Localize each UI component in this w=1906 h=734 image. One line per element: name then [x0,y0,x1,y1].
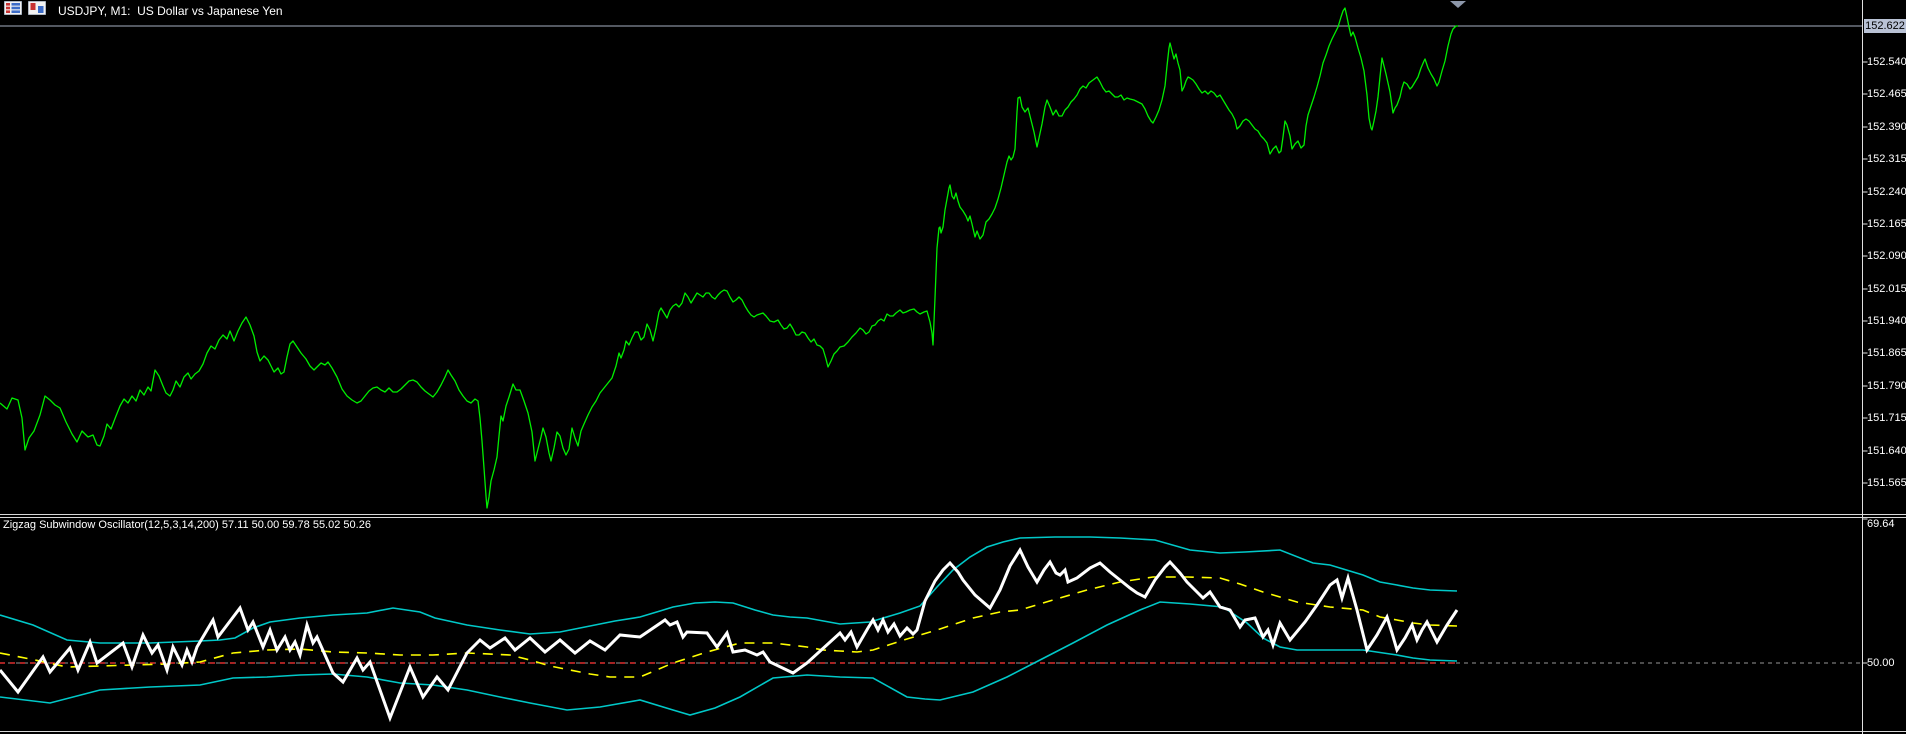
price-tick-label: 151.715 [1867,412,1906,424]
price-tick-label: 152.015 [1867,283,1906,295]
price-axis-strip[interactable]: 152.540 152.465 152.390 152.315 152.240 152.1… [1862,0,1906,734]
chart-title-bar: USDJPY, M1: US Dollar vs Japanese Yen [3,0,283,20]
chart-window-icon[interactable] [27,0,47,20]
main-chart-area[interactable] [0,0,1862,514]
oscillator-tick-label: 50.00 [1867,657,1895,669]
current-price-label: 152.622 [1864,19,1906,33]
price-tick-label: 152.240 [1867,186,1906,198]
price-tick-label: 151.940 [1867,315,1906,327]
signal-ma-dashed-series [0,576,1458,678]
oscillator-subwindow[interactable] [0,518,1862,731]
lower-band-series [0,601,1458,716]
price-tick-label: 152.390 [1867,121,1906,133]
chart-title: USDJPY, M1: US Dollar vs Japanese Yen [58,3,283,18]
price-line-series [0,7,1458,509]
price-tick-label: 152.315 [1867,153,1906,165]
zigzag-main-series [0,546,1459,723]
price-tick-label: 152.465 [1867,88,1906,100]
price-tick-label: 151.565 [1867,477,1906,489]
upper-band-series [0,536,1458,644]
chart-list-icon[interactable] [3,0,23,20]
indicator-label: Zigzag Subwindow Oscillator(12,5,3,14,20… [3,519,371,531]
price-tick-label: 152.090 [1867,250,1906,262]
price-tick-label: 151.790 [1867,380,1906,392]
price-tick-label: 151.865 [1867,347,1906,359]
price-tick-label: 151.640 [1867,445,1906,457]
oscillator-tick-label: 69.64 [1867,518,1895,530]
price-tick-label: 152.165 [1867,218,1906,230]
shift-marker-icon [1450,1,1466,8]
price-tick-label: 152.540 [1867,56,1906,68]
